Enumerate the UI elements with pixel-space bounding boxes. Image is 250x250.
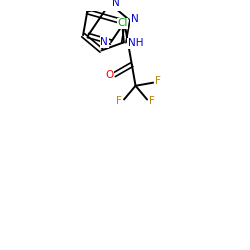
Text: N: N (131, 14, 138, 24)
Text: N: N (112, 0, 120, 8)
Text: F: F (155, 76, 161, 86)
Text: N: N (100, 37, 108, 47)
Text: Cl: Cl (118, 18, 128, 28)
Text: NH: NH (128, 38, 144, 48)
Text: F: F (149, 96, 155, 106)
Text: O: O (105, 70, 114, 80)
Text: F: F (116, 96, 122, 106)
